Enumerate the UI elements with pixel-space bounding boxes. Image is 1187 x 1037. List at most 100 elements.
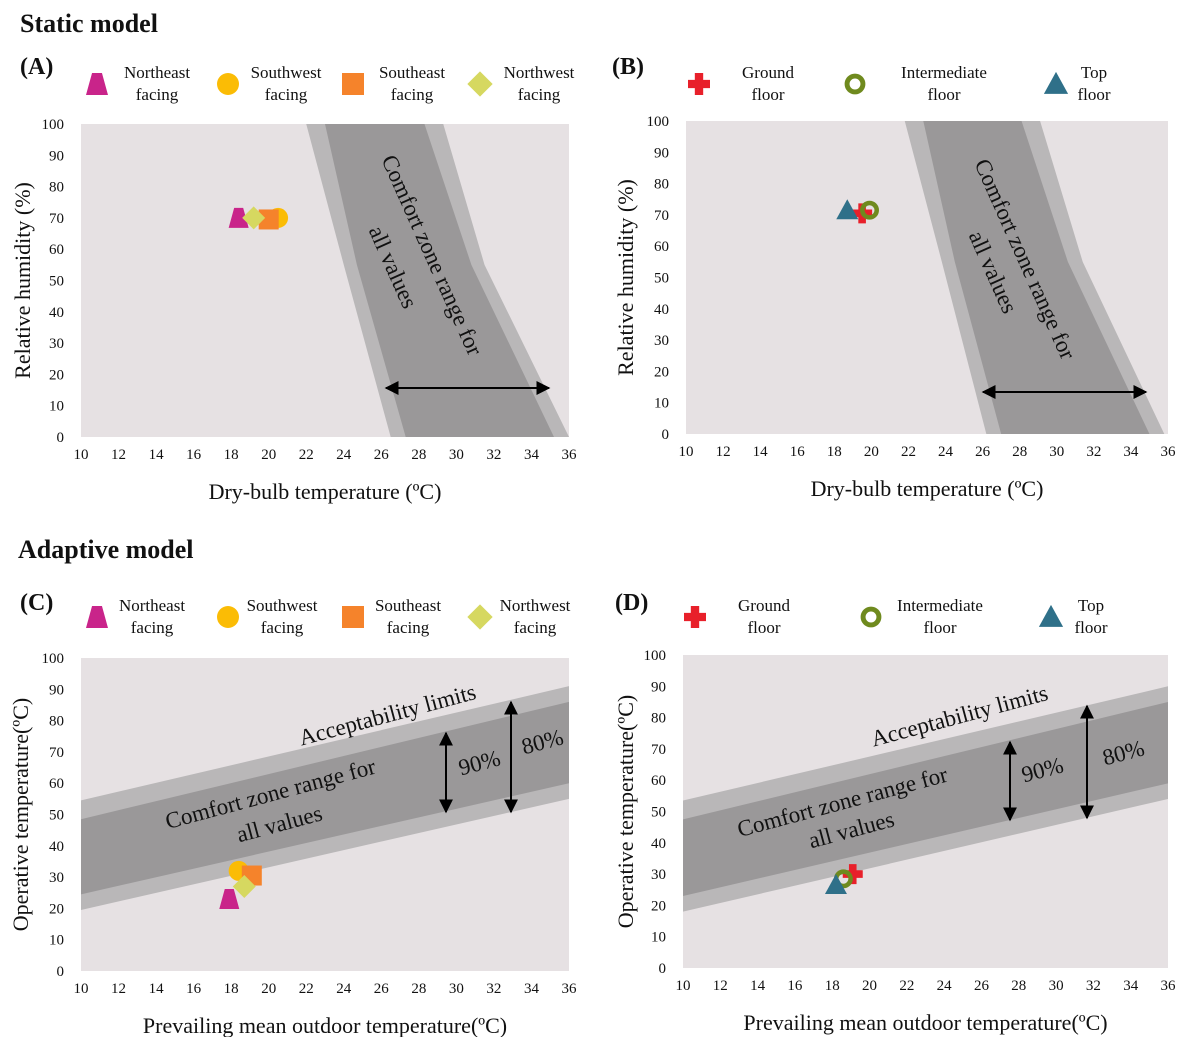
panel-label: (C) bbox=[20, 590, 53, 616]
section-title: Adaptive model bbox=[18, 535, 194, 564]
y-tick-label: 60 bbox=[651, 773, 666, 789]
x-tick-label: 10 bbox=[74, 981, 89, 997]
legend-marker bbox=[217, 73, 239, 95]
legend-marker bbox=[1043, 71, 1069, 94]
y-axis-label: Relative humidity (%) bbox=[613, 179, 638, 376]
x-tick-label: 22 bbox=[901, 444, 916, 460]
y-tick-label: 60 bbox=[654, 239, 669, 255]
y-tick-label: 30 bbox=[654, 333, 669, 349]
legend-marker bbox=[844, 73, 866, 95]
y-tick-label: 100 bbox=[644, 648, 667, 664]
x-tick-label: 22 bbox=[299, 447, 314, 463]
x-tick-label: 24 bbox=[336, 981, 352, 997]
legend-marker bbox=[467, 604, 493, 630]
plot bbox=[306, 124, 569, 437]
x-tick-label: 26 bbox=[374, 447, 390, 463]
x-tick-label: 34 bbox=[1123, 444, 1139, 460]
y-tick-label: 70 bbox=[654, 208, 669, 224]
x-tick-label: 32 bbox=[486, 981, 501, 997]
y-tick-label: 10 bbox=[49, 399, 64, 415]
x-tick-label: 14 bbox=[753, 444, 769, 460]
section-title: Static model bbox=[20, 9, 158, 38]
legend-label: Southeast facing bbox=[378, 63, 446, 104]
x-tick-label: 18 bbox=[825, 978, 840, 994]
y-tick-label: 10 bbox=[651, 930, 666, 946]
legend-label: Ground floor bbox=[742, 63, 794, 104]
legend-label: Top floor bbox=[1077, 63, 1111, 104]
legend-label: Intermediate floor bbox=[901, 63, 987, 104]
x-tick-label: 24 bbox=[336, 447, 352, 463]
y-tick-label: 40 bbox=[654, 302, 669, 318]
comfort-zone bbox=[683, 701, 1168, 897]
legend-label: Northeast facing bbox=[118, 596, 186, 637]
x-tick-label: 14 bbox=[750, 978, 766, 994]
x-tick-label: 36 bbox=[562, 447, 578, 463]
y-tick-label: 30 bbox=[49, 870, 64, 886]
panel-label: (A) bbox=[20, 54, 53, 80]
y-tick-label: 80 bbox=[654, 177, 669, 193]
x-tick-label: 28 bbox=[411, 981, 426, 997]
legend-marker bbox=[86, 73, 108, 95]
x-tick-label: 24 bbox=[937, 978, 953, 994]
comfort-zone bbox=[923, 121, 1150, 434]
x-tick-label: 30 bbox=[449, 981, 464, 997]
y-tick-label: 50 bbox=[49, 274, 64, 290]
x-tick-label: 28 bbox=[1012, 444, 1027, 460]
y-tick-label: 0 bbox=[57, 964, 65, 980]
legend-label: Top floor bbox=[1074, 596, 1108, 637]
y-tick-label: 30 bbox=[651, 867, 666, 883]
x-tick-label: 22 bbox=[899, 978, 914, 994]
data-point bbox=[232, 874, 256, 898]
data-point bbox=[824, 874, 847, 895]
y-tick-label: 40 bbox=[651, 836, 666, 852]
y-tick-label: 100 bbox=[42, 117, 65, 133]
y-tick-label: 30 bbox=[49, 336, 64, 352]
x-tick-label: 20 bbox=[862, 978, 877, 994]
x-tick-label: 12 bbox=[716, 444, 731, 460]
x-tick-label: 30 bbox=[1049, 978, 1064, 994]
y-tick-label: 50 bbox=[654, 271, 669, 287]
x-tick-label: 22 bbox=[299, 981, 314, 997]
panel-label: (B) bbox=[612, 54, 644, 80]
y-tick-label: 80 bbox=[49, 714, 64, 730]
y-tick-label: 60 bbox=[49, 242, 64, 258]
x-tick-label: 26 bbox=[374, 981, 390, 997]
y-tick-label: 90 bbox=[654, 145, 669, 161]
x-tick-label: 14 bbox=[149, 447, 165, 463]
y-tick-label: 40 bbox=[49, 839, 64, 855]
y-tick-label: 10 bbox=[654, 396, 669, 412]
y-tick-label: 50 bbox=[49, 808, 64, 824]
x-tick-label: 18 bbox=[224, 447, 239, 463]
x-tick-label: 12 bbox=[111, 981, 126, 997]
y-tick-label: 80 bbox=[651, 711, 666, 727]
x-tick-label: 34 bbox=[524, 981, 540, 997]
x-tick-label: 36 bbox=[562, 981, 578, 997]
x-tick-label: 20 bbox=[261, 447, 276, 463]
x-axis-label: Prevailing mean outdoor temperature(ºC) bbox=[143, 1013, 507, 1037]
y-tick-label: 20 bbox=[49, 901, 64, 917]
data-point bbox=[228, 207, 249, 228]
x-tick-label: 34 bbox=[524, 447, 540, 463]
data-point bbox=[860, 200, 879, 220]
x-tick-label: 36 bbox=[1161, 444, 1177, 460]
legend-label: Southwest facing bbox=[250, 63, 322, 104]
x-tick-label: 34 bbox=[1123, 978, 1139, 994]
x-tick-label: 20 bbox=[864, 444, 879, 460]
y-tick-label: 70 bbox=[651, 742, 666, 758]
x-tick-label: 26 bbox=[975, 444, 991, 460]
x-tick-label: 16 bbox=[186, 447, 202, 463]
plot bbox=[904, 121, 1165, 434]
legend-label: Southwest facing bbox=[246, 596, 318, 637]
legend-label: Southeast facing bbox=[374, 596, 442, 637]
legend-marker bbox=[688, 73, 710, 95]
y-tick-label: 20 bbox=[49, 367, 64, 383]
data-point bbox=[842, 864, 863, 885]
legend-marker bbox=[467, 71, 493, 97]
x-tick-label: 32 bbox=[1086, 978, 1101, 994]
x-tick-label: 18 bbox=[827, 444, 842, 460]
y-tick-label: 90 bbox=[651, 679, 666, 695]
legend-label: Northwest facing bbox=[503, 63, 575, 104]
x-axis-label: Dry-bulb temperature (ºC) bbox=[811, 476, 1044, 501]
